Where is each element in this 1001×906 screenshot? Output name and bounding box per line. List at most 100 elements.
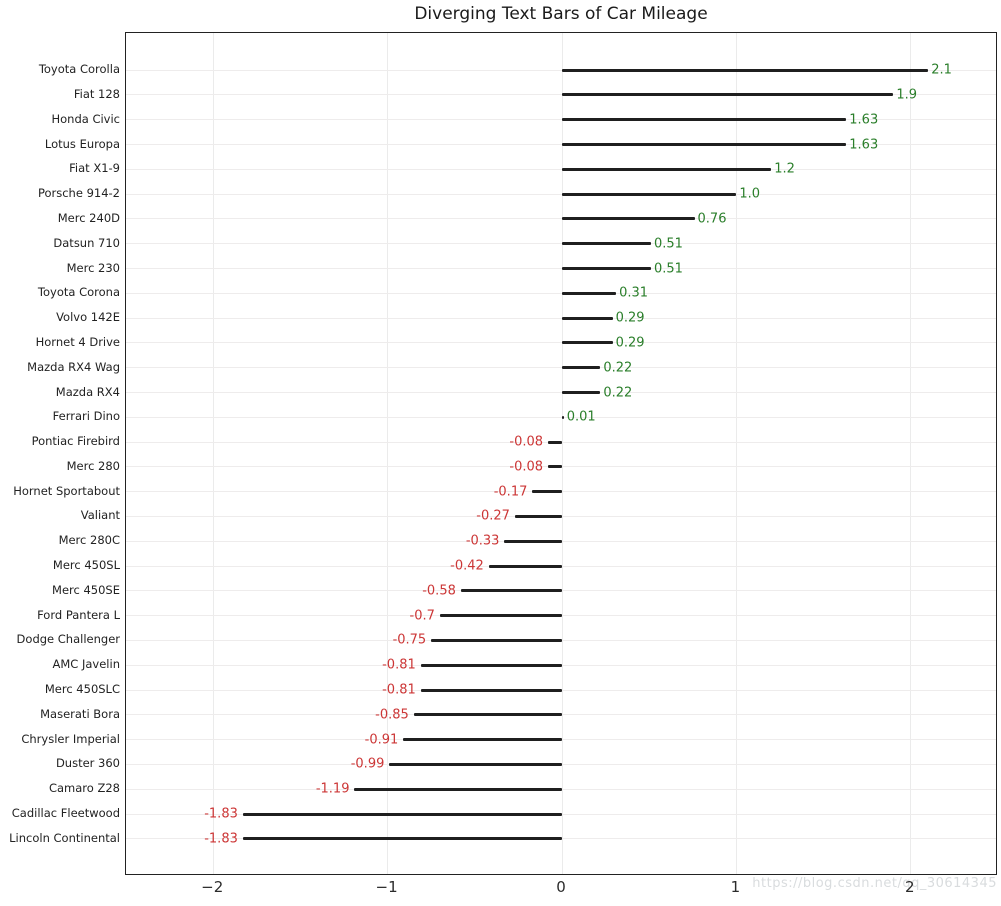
watermark: https://blog.csdn.net/qq_30614345 [752, 876, 997, 891]
bar [460, 589, 562, 593]
category-label: Datsun 710 [53, 235, 120, 250]
category-label: Honda Civic [51, 111, 120, 126]
bar [562, 415, 564, 419]
bar [562, 192, 737, 196]
value-label: -0.58 [422, 583, 456, 599]
bar [562, 267, 651, 271]
value-label: 1.9 [896, 87, 918, 103]
category-label: Pontiac Firebird [31, 434, 120, 449]
bar [548, 440, 562, 444]
category-label: Merc 240D [57, 210, 120, 225]
vertical-gridline [561, 33, 563, 874]
category-label: Ford Pantera L [37, 607, 120, 622]
bar [514, 514, 562, 518]
value-label: 0.22 [603, 385, 633, 400]
value-label: -1.19 [315, 781, 350, 797]
bar [562, 217, 695, 221]
value-label: -0.27 [476, 508, 510, 524]
value-label: 0.29 [615, 335, 645, 351]
horizontal-gridline [126, 119, 996, 121]
value-label: -1.83 [204, 831, 238, 847]
value-label: 0.31 [619, 285, 649, 301]
x-tick-label: 0 [556, 878, 566, 896]
horizontal-gridline [126, 243, 996, 245]
category-label: Merc 450SLC [44, 682, 120, 697]
value-label: -0.99 [350, 756, 385, 772]
horizontal-gridline [126, 416, 996, 418]
value-label: 1.0 [739, 186, 761, 202]
bar [354, 787, 562, 791]
value-label: -0.75 [392, 632, 427, 648]
value-label: -0.17 [493, 484, 528, 500]
horizontal-gridline [126, 144, 996, 146]
value-label: 0.51 [653, 236, 683, 252]
category-label: Merc 230 [66, 260, 120, 275]
horizontal-gridline [126, 193, 996, 195]
value-label: 1.63 [849, 137, 879, 153]
bar [420, 663, 562, 667]
value-label: -0.08 [509, 434, 544, 450]
category-label: Hornet 4 Drive [35, 334, 120, 349]
horizontal-gridline [126, 268, 996, 270]
horizontal-gridline [126, 94, 996, 96]
value-label: -0.81 [382, 682, 416, 698]
bar [562, 118, 847, 122]
category-label: Merc 450SE [52, 582, 120, 597]
bar [562, 68, 929, 72]
bar [562, 93, 894, 97]
bar [562, 341, 613, 345]
vertical-gridline [387, 33, 389, 874]
category-label: Chrysler Imperial [21, 731, 120, 746]
vertical-gridline [910, 33, 912, 874]
bar [562, 291, 617, 295]
category-label: Fiat X1-9 [69, 161, 120, 176]
bar [562, 391, 601, 394]
bar [242, 837, 562, 841]
bar [562, 143, 847, 147]
vertical-gridline [212, 33, 214, 874]
bar [242, 812, 562, 816]
x-tick-label: 2 [905, 878, 915, 896]
bar [403, 738, 562, 742]
category-label: Ferrari Dino [52, 409, 120, 424]
category-label: Lincoln Continental [9, 830, 120, 845]
category-label: Dodge Challenger [16, 632, 120, 647]
value-label: -0.08 [509, 459, 544, 475]
category-label: Mazda RX4 [55, 384, 120, 399]
horizontal-gridline [126, 168, 996, 170]
chart-title: Diverging Text Bars of Car Mileage [414, 4, 708, 24]
category-label: Mazda RX4 Wag [27, 359, 120, 374]
category-label: Merc 280 [66, 458, 120, 473]
bar [431, 638, 562, 642]
category-label: Merc 450SL [52, 558, 120, 573]
value-label: 0.29 [615, 310, 645, 326]
horizontal-gridline [126, 392, 996, 393]
horizontal-gridline [126, 69, 996, 71]
category-label: Maserati Bora [40, 706, 120, 721]
value-label: 2.1 [931, 62, 952, 78]
category-label: Merc 280C [58, 533, 120, 548]
category-label: Fiat 128 [73, 86, 120, 101]
value-label: -0.42 [450, 558, 484, 574]
value-label: -0.33 [465, 533, 500, 549]
category-label: Duster 360 [55, 756, 120, 771]
value-label: -0.85 [375, 707, 409, 723]
category-label: Toyota Corolla [38, 62, 120, 77]
value-label: 1.2 [774, 161, 795, 177]
value-label: -0.7 [409, 608, 435, 624]
category-label: Hornet Sportabout [13, 483, 120, 498]
value-label: 0.51 [653, 261, 683, 277]
bar [562, 167, 772, 171]
category-label: Cadillac Fleetwood [11, 806, 120, 820]
horizontal-gridline [126, 317, 996, 319]
category-label: Volvo 142E [56, 310, 120, 325]
horizontal-gridline [126, 292, 996, 294]
value-label: -0.81 [382, 657, 416, 673]
bar [420, 688, 562, 692]
category-label: Toyota Corona [37, 285, 120, 300]
category-label: Valiant [80, 508, 120, 523]
bar [562, 242, 651, 246]
bar [504, 539, 562, 543]
bar [439, 614, 562, 618]
